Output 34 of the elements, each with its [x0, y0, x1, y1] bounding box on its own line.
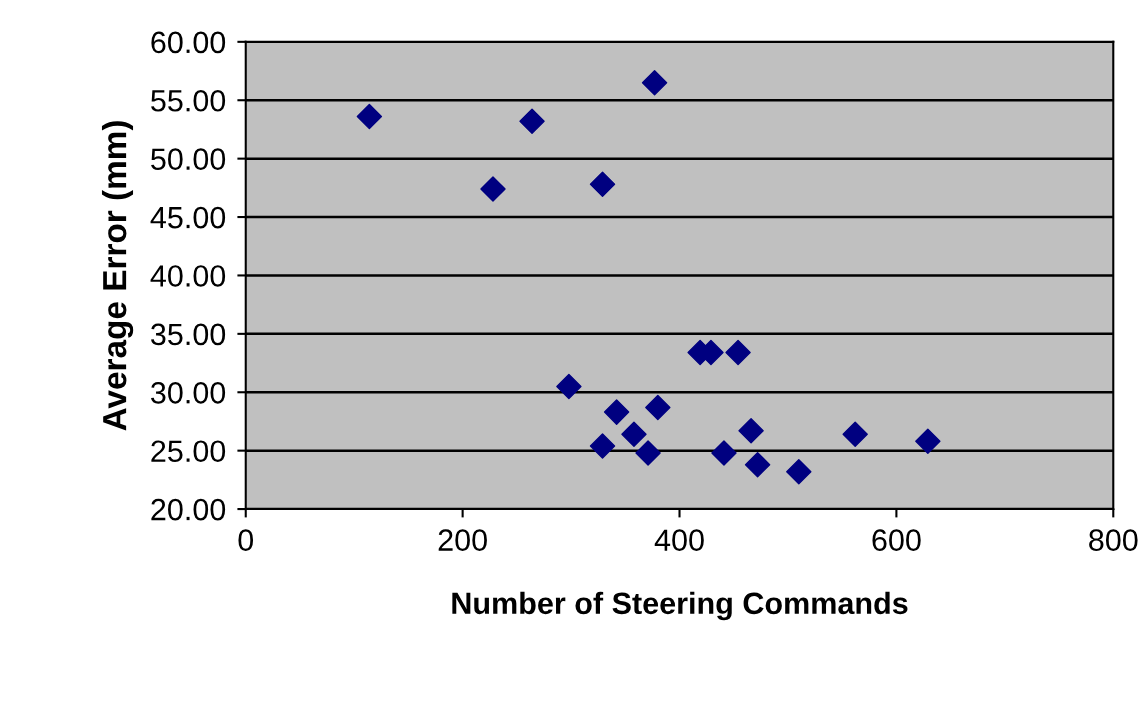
point	[641, 69, 668, 96]
y-tick-label: 20.00	[151, 498, 226, 521]
point	[711, 440, 737, 466]
x-axis-title: Number of Steering Commands	[452, 591, 908, 621]
y-tick-label: 45.00	[150, 206, 226, 229]
x-tick-label: 800	[1089, 529, 1138, 551]
y-tick-label: 25.00	[151, 440, 226, 463]
y-tick-label: 40.00	[150, 265, 226, 287]
point	[519, 108, 545, 134]
point	[556, 373, 582, 400]
point	[842, 421, 868, 448]
point	[725, 339, 751, 366]
point	[480, 176, 506, 202]
point	[589, 171, 616, 198]
x-tick-label: 200	[438, 529, 487, 551]
x-tick-label: 600	[872, 529, 921, 551]
y-axis-title: Average Error (mm)	[101, 121, 134, 431]
point	[744, 451, 771, 478]
point	[356, 103, 383, 130]
point	[621, 421, 647, 448]
y-tick-label: 50.00	[151, 148, 226, 171]
y-tick-label: 55.00	[151, 89, 226, 112]
point	[635, 440, 661, 466]
point	[738, 418, 764, 444]
y-tick-label: 60.00	[151, 31, 226, 54]
point	[589, 433, 616, 459]
point	[603, 399, 630, 425]
x-tick-label: 400	[654, 529, 704, 551]
x-tick-label: 0	[238, 529, 254, 551]
point	[786, 458, 812, 485]
y-tick-label: 35.00	[151, 323, 226, 346]
y-tick-label: 30.00	[151, 381, 226, 404]
point	[915, 428, 941, 455]
point	[645, 394, 671, 421]
